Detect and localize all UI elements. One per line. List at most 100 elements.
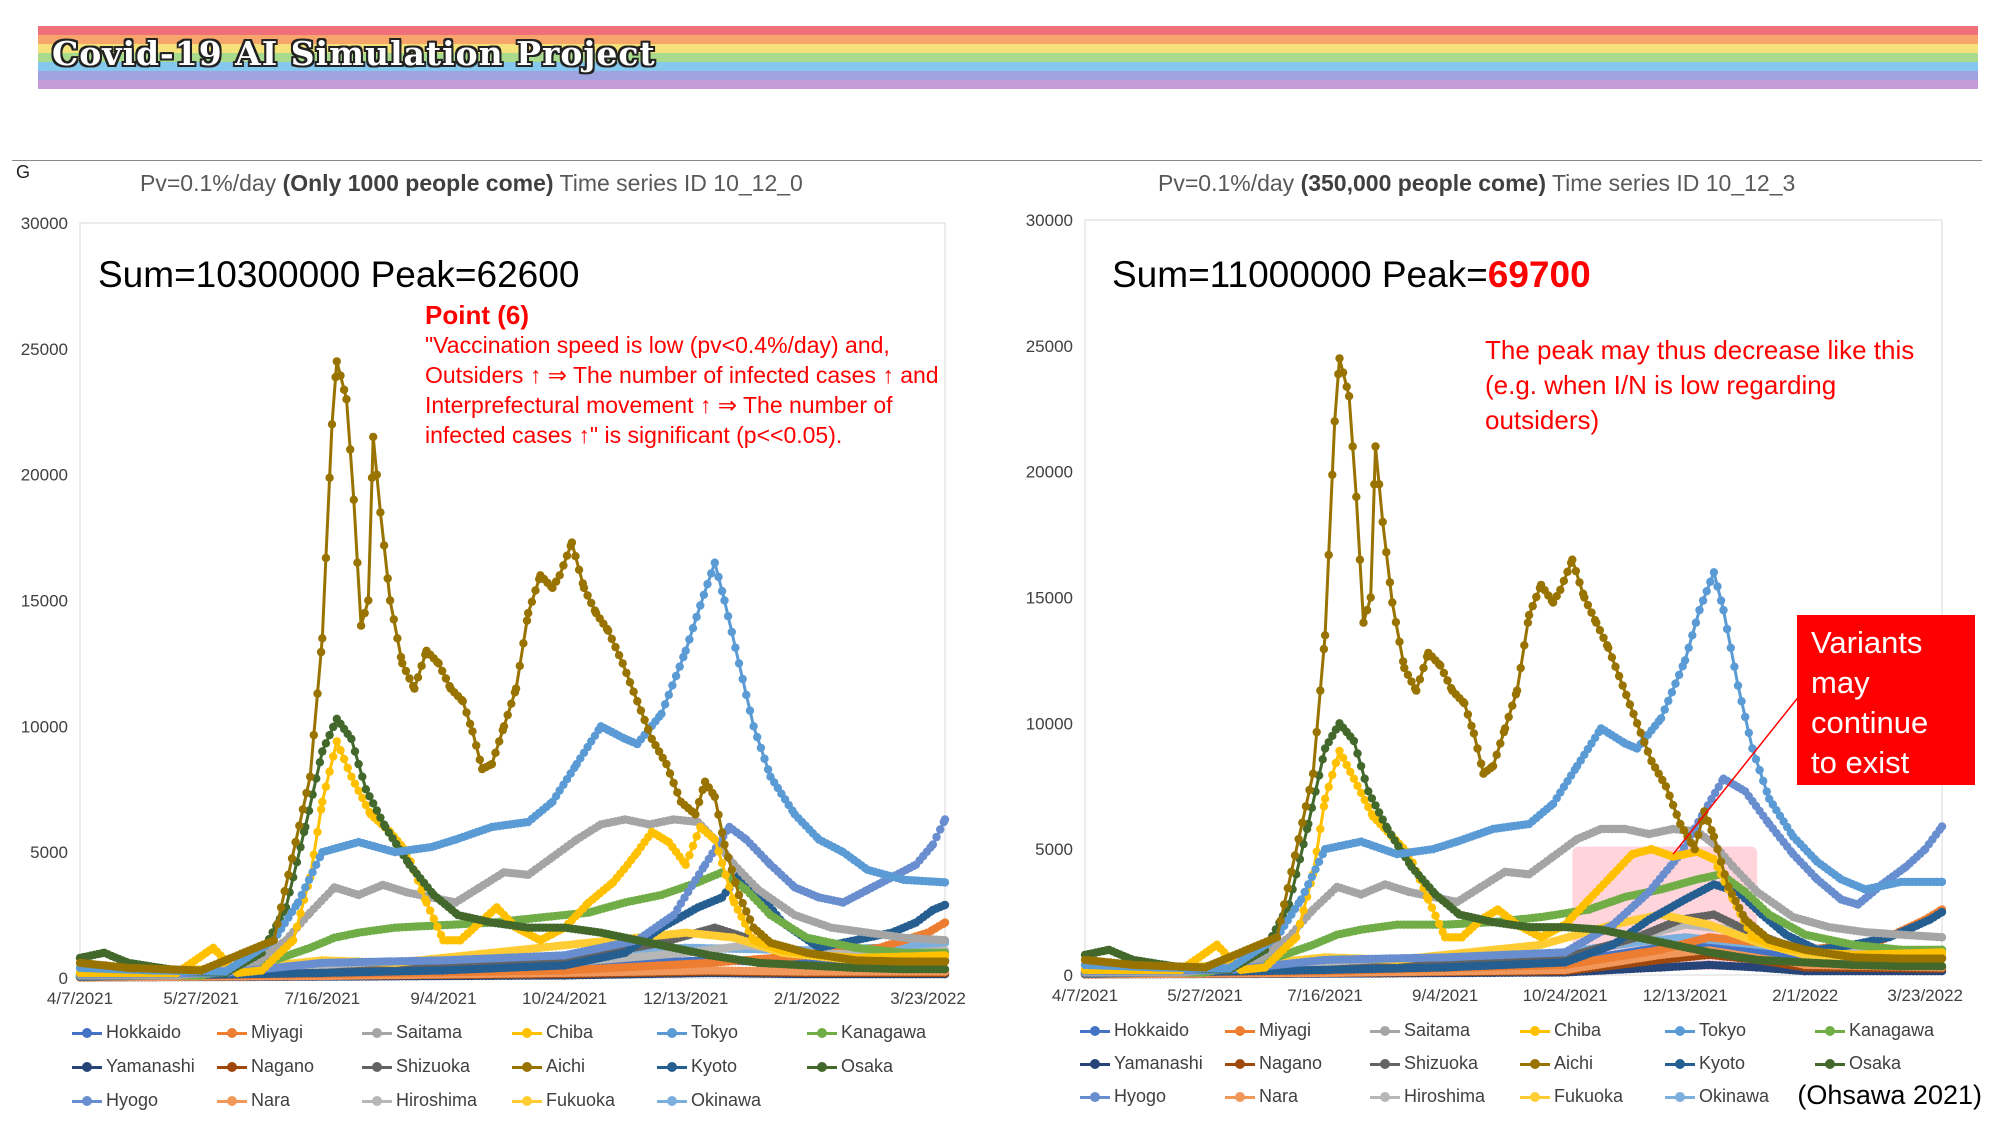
data-point (562, 551, 572, 560)
data-point (679, 652, 688, 662)
x-tick-label: 7/16/2021 (284, 989, 360, 1008)
data-point (353, 558, 362, 567)
data-point (745, 706, 755, 715)
series-aichi (75, 357, 950, 975)
data-point (511, 684, 521, 693)
data-point (717, 828, 727, 837)
data-point (369, 799, 378, 808)
data-point (321, 782, 331, 791)
data-point (354, 786, 363, 795)
data-point (336, 746, 345, 755)
data-point (425, 906, 435, 915)
data-point (379, 541, 389, 550)
data-point (369, 432, 378, 442)
data-point (398, 659, 407, 668)
data-point (723, 853, 733, 862)
data-point (738, 674, 747, 684)
left-chart-panel: Pv=0.1%/day (Only 1000 people come) Time… (0, 160, 980, 1110)
legend-item: Shizuoka (362, 1056, 470, 1077)
x-tick-label: 3/23/2022 (1887, 986, 1963, 1005)
data-point (507, 699, 516, 708)
x-tick-label: 12/13/2021 (1643, 986, 1728, 1005)
data-point (318, 797, 327, 806)
legend-swatch (512, 1061, 542, 1072)
data-point (358, 793, 367, 803)
banner-title: Covid-19 AI Simulation Project (52, 34, 656, 73)
legend-swatch (362, 1027, 392, 1038)
data-point (325, 730, 334, 740)
data-point (441, 674, 451, 683)
data-point (347, 734, 356, 744)
legend-item: Nara (217, 1090, 290, 1111)
data-point (940, 900, 950, 910)
data-point (694, 797, 704, 807)
data-point (458, 697, 467, 706)
legend-item: Saitama (362, 1022, 462, 1043)
data-point (940, 815, 950, 824)
data-point (396, 652, 406, 662)
y-tick-label: 15000 (1026, 589, 1073, 608)
data-point (622, 668, 631, 678)
data-point (365, 792, 374, 801)
legend-swatch (217, 1095, 247, 1106)
series-tokyo (75, 557, 950, 976)
x-tick-label: 10/24/2021 (522, 989, 607, 1008)
data-point (332, 357, 341, 366)
left-chart-title: Pv=0.1%/day (Only 1000 people come) Time… (140, 170, 803, 196)
legend-swatch (807, 1027, 837, 1038)
data-point (636, 706, 646, 715)
point-heading: Point (6) (425, 300, 529, 330)
data-point (625, 678, 635, 687)
legend-label: Shizuoka (396, 1056, 471, 1076)
data-point (681, 860, 690, 869)
data-point (691, 810, 700, 819)
data-point (756, 743, 766, 753)
data-point (360, 608, 369, 618)
data-point (347, 772, 356, 781)
data-point (717, 586, 727, 596)
x-tick-label: 4/7/2021 (1052, 986, 1118, 1005)
x-tick-label: 10/24/2021 (1523, 986, 1608, 1005)
data-point (688, 841, 698, 851)
data-point (579, 583, 589, 593)
data-point (559, 561, 568, 570)
data-point (356, 621, 366, 630)
data-point (696, 601, 705, 610)
data-point (647, 734, 656, 744)
corner-label: G (16, 162, 31, 182)
data-point (749, 722, 758, 731)
data-point (753, 732, 762, 742)
data-point (714, 810, 723, 819)
legend-swatch (72, 1027, 102, 1038)
data-point (940, 936, 950, 945)
data-point (329, 752, 338, 761)
data-point (522, 616, 532, 625)
legend-swatch (657, 1027, 687, 1038)
data-point (940, 918, 950, 927)
legend-label: Okinawa (691, 1090, 762, 1110)
y-tick-label: 0 (1064, 966, 1073, 985)
data-point (720, 596, 729, 605)
data-point (389, 615, 398, 624)
data-point (302, 788, 311, 798)
data-point (417, 661, 426, 671)
data-point (640, 715, 649, 725)
data-point (298, 805, 308, 814)
data-point (710, 558, 719, 567)
data-point (316, 805, 326, 814)
data-point (410, 684, 419, 693)
data-point (723, 612, 733, 621)
x-tick-label: 5/27/2021 (163, 989, 239, 1008)
legend-label: Hiroshima (396, 1090, 478, 1110)
data-point (727, 865, 736, 874)
data-point (928, 840, 938, 849)
data-point (548, 583, 557, 593)
y-tick-label: 30000 (21, 214, 68, 233)
data-point (692, 832, 701, 841)
y-tick-label: 5000 (30, 843, 68, 862)
legend-label: Hyogo (106, 1090, 159, 1110)
data-point (372, 470, 381, 479)
data-point (668, 681, 677, 690)
data-point (725, 882, 734, 891)
legend-item: Nagano (217, 1056, 314, 1077)
